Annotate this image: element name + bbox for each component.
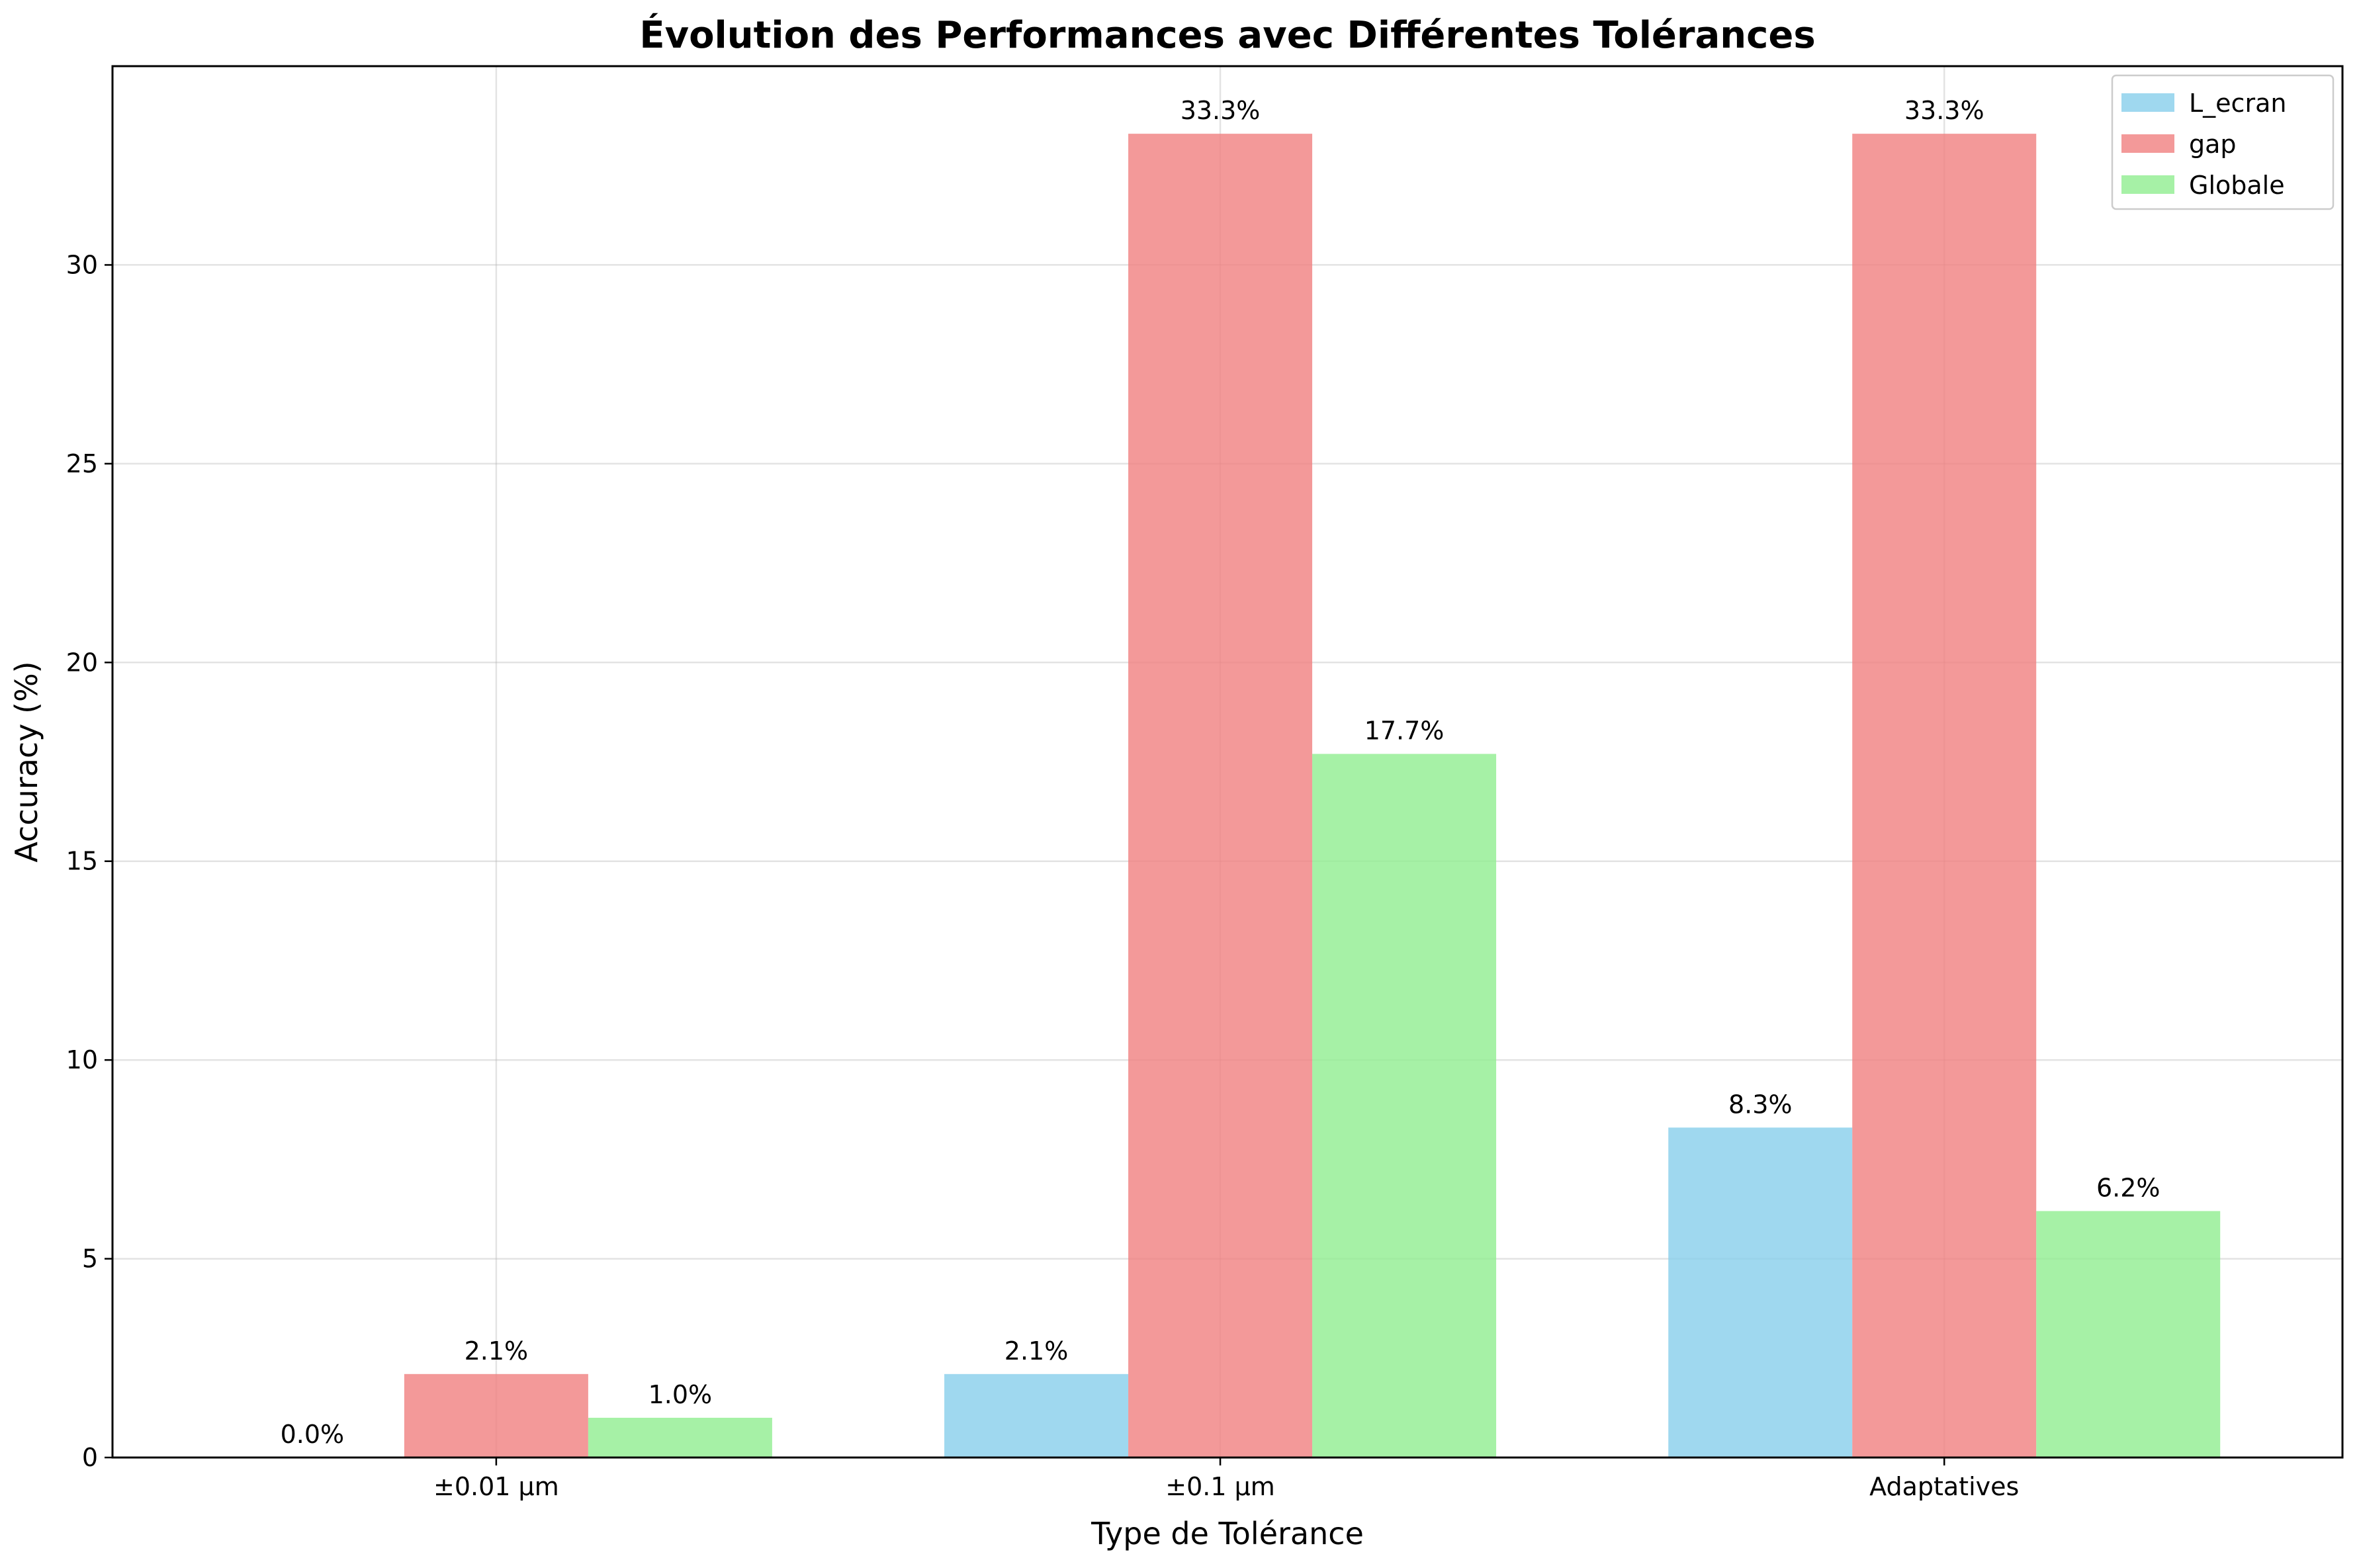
bar-globale — [2036, 1211, 2221, 1458]
x-tick-label: ±0.1 µm — [1165, 1472, 1275, 1501]
x-tick-label: ±0.01 µm — [433, 1472, 559, 1501]
y-tick-label: 10 — [66, 1045, 98, 1074]
y-tick-label: 20 — [66, 648, 98, 677]
legend-label: Globale — [2189, 171, 2285, 200]
bar-l-ecran — [1668, 1127, 1853, 1458]
legend-label: gap — [2189, 130, 2237, 159]
x-axis: ±0.01 µm ±0.1 µm Adaptatives — [433, 1458, 2019, 1501]
bar-value-label: 33.3% — [1904, 96, 1984, 125]
bar-value-label: 2.1% — [1004, 1336, 1069, 1366]
plot-frame — [111, 65, 2344, 1459]
y-axis-label: Accuracy (%) — [9, 661, 44, 862]
bar-globale — [1312, 754, 1497, 1458]
bars — [404, 134, 2221, 1458]
bar-value-label: 8.3% — [1728, 1090, 1793, 1119]
y-tick-label: 15 — [66, 847, 98, 876]
x-tick-label: Adaptatives — [1869, 1472, 2019, 1501]
y-axis: 0 5 10 15 20 25 30 — [66, 250, 112, 1472]
bar-gap — [1128, 134, 1313, 1458]
y-tick-label: 25 — [66, 449, 98, 478]
bar-value-label: 1.0% — [648, 1380, 713, 1409]
bar-value-label: 17.7% — [1364, 716, 1445, 745]
chart-title: Évolution des Performances avec Différen… — [639, 13, 1815, 57]
y-tick-label: 30 — [66, 250, 98, 279]
bar-value-label: 2.1% — [465, 1336, 529, 1366]
legend-swatch-globale — [2121, 175, 2174, 194]
bar-l-ecran — [944, 1373, 1129, 1458]
bar-gap — [404, 1373, 588, 1458]
y-tick-label: 0 — [82, 1443, 98, 1472]
bar-value-label: 0.0% — [281, 1420, 345, 1449]
bar-value-label: 33.3% — [1180, 96, 1261, 125]
bar-gap — [1852, 134, 2037, 1458]
legend-swatch-l-ecran — [2121, 93, 2174, 112]
bar-globale — [588, 1417, 772, 1458]
y-tick-label: 5 — [82, 1244, 98, 1274]
x-axis-label: Type de Tolérance — [1091, 1516, 1364, 1551]
legend-label: L_ecran — [2189, 89, 2286, 118]
legend-swatch-gap — [2121, 134, 2174, 153]
bar-value-label: 6.2% — [2096, 1173, 2161, 1202]
data-labels: 0.0% 2.1% 8.3% 2.1% 33.3% 33.3% 1.0% 17.7% 6.2% — [281, 96, 2161, 1449]
